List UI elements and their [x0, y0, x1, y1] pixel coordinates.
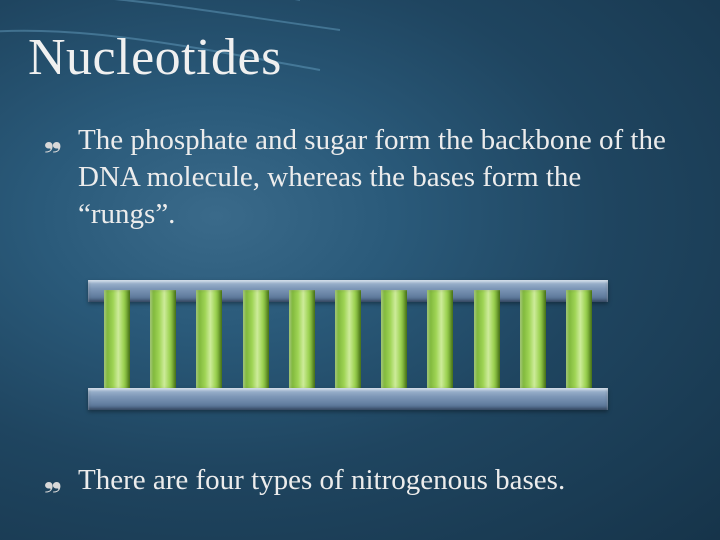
bullet-point-1: The phosphate and sugar form the backbon…: [44, 122, 676, 233]
slide-title: Nucleotides: [28, 28, 282, 87]
ladder-rung: [335, 290, 361, 400]
bullet-point-2: There are four types of nitrogenous base…: [44, 462, 676, 499]
ladder-rung: [150, 290, 176, 400]
ladder-rung: [474, 290, 500, 400]
ladder-rungs-container: [88, 290, 608, 400]
ladder-rung: [196, 290, 222, 400]
dna-ladder-diagram: [88, 280, 608, 410]
ladder-rail-bottom: [88, 388, 608, 410]
ladder-rung: [381, 290, 407, 400]
ladder-rung: [520, 290, 546, 400]
ladder-rung: [104, 290, 130, 400]
ladder-rung: [289, 290, 315, 400]
ladder-rung: [566, 290, 592, 400]
ladder-rung: [243, 290, 269, 400]
ladder-rung: [427, 290, 453, 400]
